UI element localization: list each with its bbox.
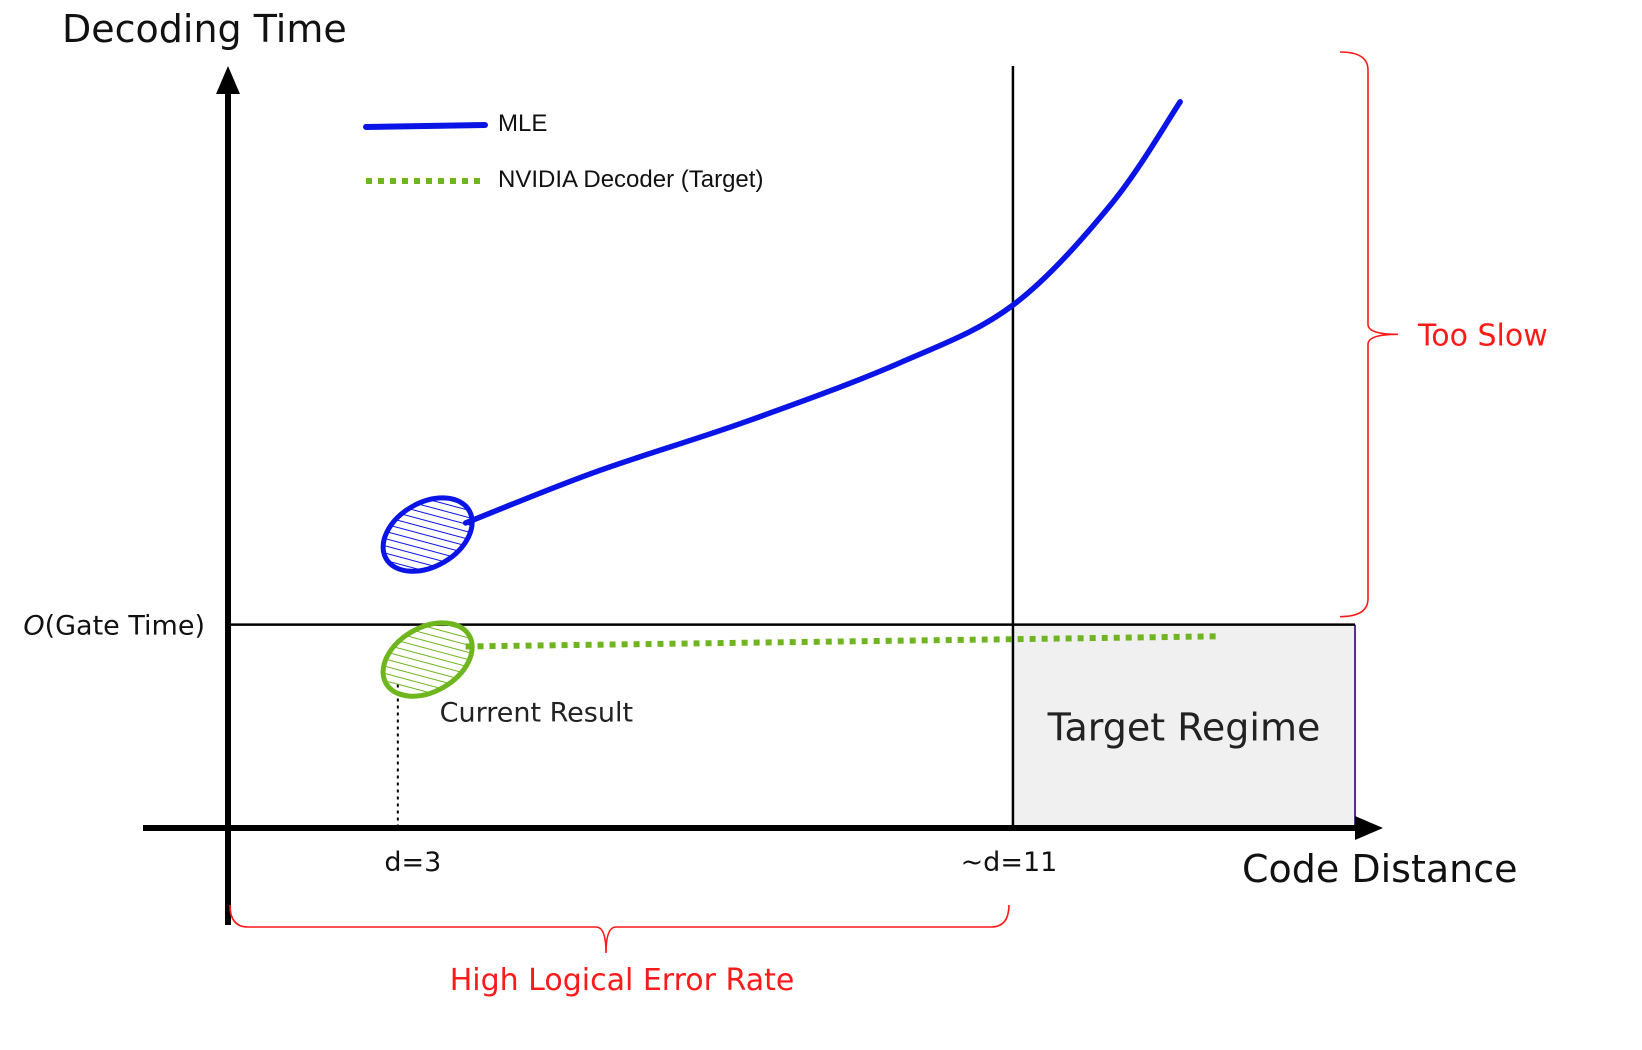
legend: MLE NVIDIA Decoder (Target) xyxy=(363,110,763,193)
y-axis-arrowhead xyxy=(216,66,240,94)
legend-label-mle: MLE xyxy=(498,110,547,137)
gate-time-label: O(Gate Time) xyxy=(23,611,205,642)
target-regime-label: Target Regime xyxy=(1047,705,1321,749)
x-tick-label-d11: ~d=11 xyxy=(961,847,1058,878)
nvidia-current-result-blob xyxy=(380,620,475,699)
gate-time-label-rest: (Gate Time) xyxy=(45,611,205,642)
current-result-label: Current Result xyxy=(440,698,633,729)
high-logical-error-rate-label: High Logical Error Rate xyxy=(450,963,795,998)
legend-swatch-mle xyxy=(363,122,488,130)
y-axis-title: Decoding Time xyxy=(62,7,347,51)
x-axis-title: Code Distance xyxy=(1242,847,1518,891)
legend-label-nvidia-decoder: NVIDIA Decoder (Target) xyxy=(498,166,763,193)
too-slow-brace xyxy=(1339,51,1399,618)
too-slow-label: Too Slow xyxy=(1417,318,1548,353)
x-tick-label-d3: d=3 xyxy=(384,847,441,878)
series-line-nvidia-decoder xyxy=(465,633,1219,650)
target-regime-region xyxy=(1012,624,1355,828)
mle-current-blob xyxy=(380,495,475,574)
high-error-brace xyxy=(229,904,1010,954)
x-axis-arrowhead xyxy=(1355,816,1383,840)
series-line-mle xyxy=(462,99,1183,526)
gate-time-label-italic: O xyxy=(23,611,44,642)
